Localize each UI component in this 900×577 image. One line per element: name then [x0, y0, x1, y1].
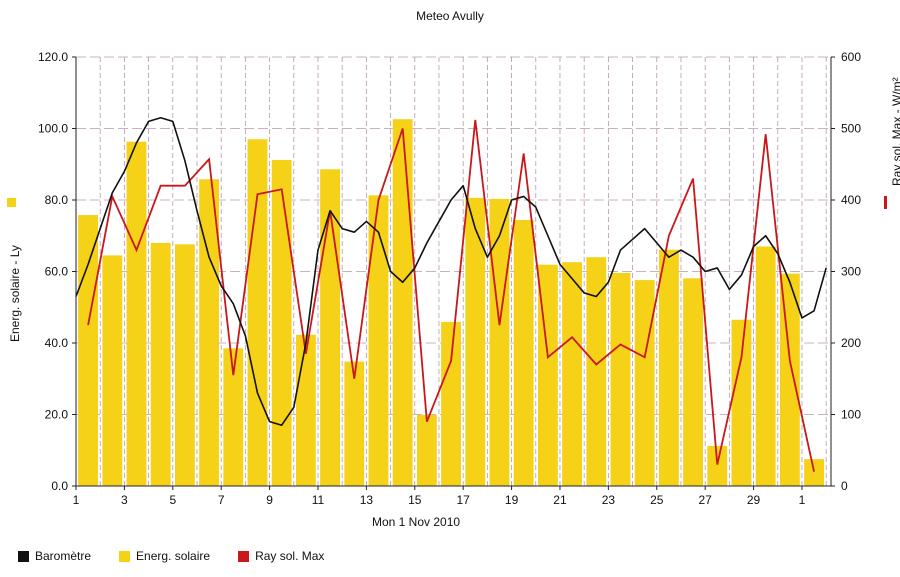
bar-energ-solaire — [804, 459, 824, 486]
bar-energ-solaire — [707, 445, 728, 486]
bar-energ-solaire — [78, 215, 99, 486]
bar-energ-solaire — [247, 139, 268, 486]
x-tick-label: 5 — [169, 493, 176, 507]
bar-energ-solaire — [126, 141, 147, 487]
legend-swatch-barometre — [18, 550, 29, 562]
x-tick-label: 11 — [312, 493, 325, 507]
legend-label-barometre: Baromètre — [35, 549, 92, 563]
left-axis-swatch — [7, 198, 16, 207]
y-tick-label-left: 20.0 — [45, 408, 69, 422]
bar-energ-solaire — [441, 321, 462, 486]
bar-energ-solaire — [513, 220, 534, 486]
x-tick-label: 19 — [505, 493, 519, 507]
energy-bars — [78, 119, 824, 487]
bar-energ-solaire — [465, 197, 486, 487]
bar-energ-solaire — [344, 361, 365, 486]
bar-energ-solaire — [368, 195, 389, 487]
bar-energ-solaire — [174, 244, 195, 486]
bar-energ-solaire — [586, 257, 607, 486]
bar-energ-solaire — [416, 414, 437, 486]
bar-energ-solaire — [489, 198, 510, 487]
legend: Baromètre Energ. solaire Ray sol. Max — [18, 549, 352, 563]
legend-item-energ: Energ. solaire — [119, 549, 210, 563]
x-tick-label: 9 — [266, 493, 273, 507]
y-tick-label-left: 0.0 — [51, 479, 68, 493]
line-ray-sol-max — [87, 119, 815, 472]
bar-energ-solaire — [634, 280, 655, 486]
y-tick-label-left: 100.0 — [38, 122, 68, 136]
y-tick-label-right: 600 — [841, 50, 861, 64]
x-tick-label: 21 — [553, 493, 567, 507]
x-tick-label: 13 — [360, 493, 374, 507]
legend-label-ray: Ray sol. Max — [255, 549, 325, 563]
x-axis-label: Mon 1 Nov 2010 — [372, 515, 461, 529]
bar-energ-solaire — [150, 242, 171, 486]
x-tick-label: 3 — [121, 493, 128, 507]
bar-energ-solaire — [295, 334, 316, 486]
chart-title: Meteo Avully — [416, 9, 484, 23]
bar-energ-solaire — [271, 159, 292, 486]
legend-swatch-ray — [238, 550, 250, 562]
bar-energ-solaire — [392, 119, 413, 486]
y-tick-label-left: 60.0 — [45, 265, 69, 279]
x-tick-label: 15 — [408, 493, 422, 507]
bar-energ-solaire — [562, 262, 582, 486]
legend-swatch-energ — [119, 550, 131, 562]
y-tick-label-right: 100 — [841, 408, 861, 422]
legend-label-energ: Energ. solaire — [136, 549, 211, 563]
bar-energ-solaire — [199, 179, 220, 486]
legend-item-barometre: Baromètre — [18, 549, 91, 563]
x-tick-label: 17 — [456, 493, 470, 507]
x-tick-label: 29 — [747, 493, 761, 507]
bar-energ-solaire — [683, 278, 703, 486]
y-tick-label-left: 80.0 — [45, 193, 69, 207]
x-tick-label: 7 — [218, 493, 225, 507]
y-tick-label-left: 120.0 — [38, 50, 68, 64]
bar-energ-solaire — [610, 272, 631, 486]
series-lines — [75, 116, 827, 472]
y-tick-label-right: 200 — [841, 336, 861, 350]
bar-energ-solaire — [779, 273, 800, 486]
bar-energ-solaire — [102, 255, 123, 486]
axes — [72, 56, 835, 490]
x-tick-label: 27 — [698, 493, 712, 507]
y-tick-label-left: 40.0 — [45, 336, 69, 350]
bar-energ-solaire — [658, 249, 679, 486]
y-tick-label-right: 400 — [841, 193, 861, 207]
bar-energ-solaire — [731, 319, 752, 486]
x-tick-label: 23 — [602, 493, 616, 507]
x-tick-label: 1 — [799, 493, 806, 507]
x-tick-label: 1 — [73, 493, 80, 507]
y-tick-label-right: 0 — [841, 479, 848, 493]
tick-labels: 0.0 20.0 40.0 60.0 80.0 100.0 120.0 0 100 200 300 4… — [38, 50, 861, 507]
y-tick-label-right: 300 — [841, 265, 861, 279]
line-barometre — [75, 116, 827, 427]
right-axis-swatch — [884, 196, 887, 209]
bar-energ-solaire — [755, 246, 776, 486]
x-tick-label: 25 — [650, 493, 664, 507]
legend-item-ray: Ray sol. Max — [238, 549, 324, 563]
bar-energ-solaire — [223, 348, 244, 486]
y-tick-label-right: 500 — [841, 122, 861, 136]
